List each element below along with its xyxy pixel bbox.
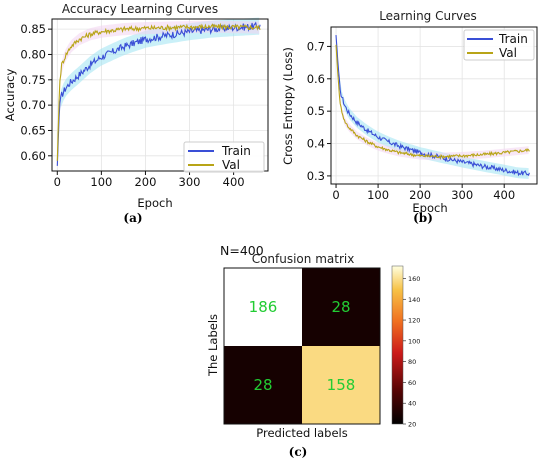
cell-value: 28	[253, 376, 272, 394]
x-tick-label: 0	[332, 188, 339, 202]
y-tick-label: 0.85	[20, 22, 46, 36]
y-axis-label: Accuracy	[3, 69, 17, 122]
series-line-train	[335, 35, 530, 177]
y-tick-label: 0.60	[20, 149, 46, 163]
colorbar-tick-label: 20	[408, 421, 416, 429]
variance-band	[339, 75, 529, 179]
matrix-cell	[224, 346, 302, 424]
colorbar-tick-label: 40	[408, 400, 416, 408]
series-line-train	[56, 21, 261, 166]
x-tick-label: 0	[54, 175, 61, 189]
colorbar-tick-label: 60	[408, 379, 416, 387]
loss-chart: Learning Curves 0 100 200 300 400 0.3 0.4 0.5 0…	[281, 9, 538, 225]
y-tick-label: 0.6	[307, 72, 325, 86]
y-axis-label: The Labels	[206, 314, 220, 377]
band-train	[339, 75, 529, 179]
x-tick-label: 300	[179, 175, 201, 189]
sample-count-annotation: N=400	[220, 243, 264, 258]
band-val	[60, 20, 260, 79]
x-axis-label: Epoch	[137, 196, 172, 210]
confusion-matrix-chart: N=400 Confusion matrix 186 28 28 158 The La…	[206, 243, 420, 459]
legend: Train Val	[463, 29, 535, 61]
x-tick-label: 100	[90, 175, 112, 189]
accuracy-chart: Accuracy Learning Curves 0 100 200 300 400 0…	[3, 2, 269, 225]
y-tick-label: 0.70	[20, 98, 46, 112]
colorbar-tick-label: 160	[408, 275, 420, 283]
series-line-val	[56, 22, 261, 161]
x-tick-label: 400	[223, 175, 245, 189]
y-tick-label: 0.3	[307, 169, 325, 183]
chart-title: Confusion matrix	[252, 252, 355, 266]
chart-title: Accuracy Learning Curves	[62, 2, 218, 16]
x-tick-label: 400	[493, 188, 515, 202]
matrix-cell	[302, 346, 380, 424]
plot-frame	[51, 18, 269, 172]
colorbar	[391, 265, 404, 425]
series-line-val	[335, 44, 530, 160]
x-axis-label: Predicted labels	[256, 426, 347, 440]
cell-value: 186	[249, 298, 278, 316]
y-tick-label: 0.80	[20, 47, 46, 61]
colorbar-tick-label: 120	[408, 317, 420, 325]
matrix-frame	[223, 267, 381, 425]
y-tick-label: 0.75	[20, 73, 46, 87]
y-tick-label: 0.65	[20, 123, 46, 137]
legend-label-val: Val	[499, 46, 517, 60]
y-tick-label: 0.4	[307, 137, 325, 151]
colorbar-tick-label: 140	[408, 296, 420, 304]
x-axis-label: Epoch	[412, 201, 447, 215]
legend-label-val: Val	[222, 158, 240, 172]
matrix-cell	[302, 268, 380, 346]
x-tick-label: 200	[134, 175, 156, 189]
cell-value: 28	[331, 298, 350, 316]
chart-title: Learning Curves	[379, 9, 477, 23]
legend-label-train: Train	[498, 32, 528, 46]
y-tick-label: 0.7	[307, 39, 325, 53]
colorbar-tick-label: 100	[408, 337, 420, 345]
plot-frame	[330, 26, 538, 185]
legend: Train Val	[183, 141, 265, 173]
cell-value: 158	[327, 376, 356, 394]
x-tick-label: 100	[367, 188, 389, 202]
panel-label-a: (a)	[123, 211, 142, 225]
y-tick-label: 0.5	[307, 104, 325, 118]
y-axis-label: Cross Entropy (Loss)	[281, 47, 295, 165]
x-tick-label: 300	[451, 188, 473, 202]
panel-label-b: (b)	[413, 211, 433, 225]
panel-label-c: (c)	[289, 445, 308, 459]
variance-band	[60, 17, 260, 108]
x-tick-label: 200	[409, 188, 431, 202]
colorbar-tick-label: 80	[408, 358, 416, 366]
legend-label-train: Train	[221, 144, 251, 158]
matrix-cell	[224, 268, 302, 346]
